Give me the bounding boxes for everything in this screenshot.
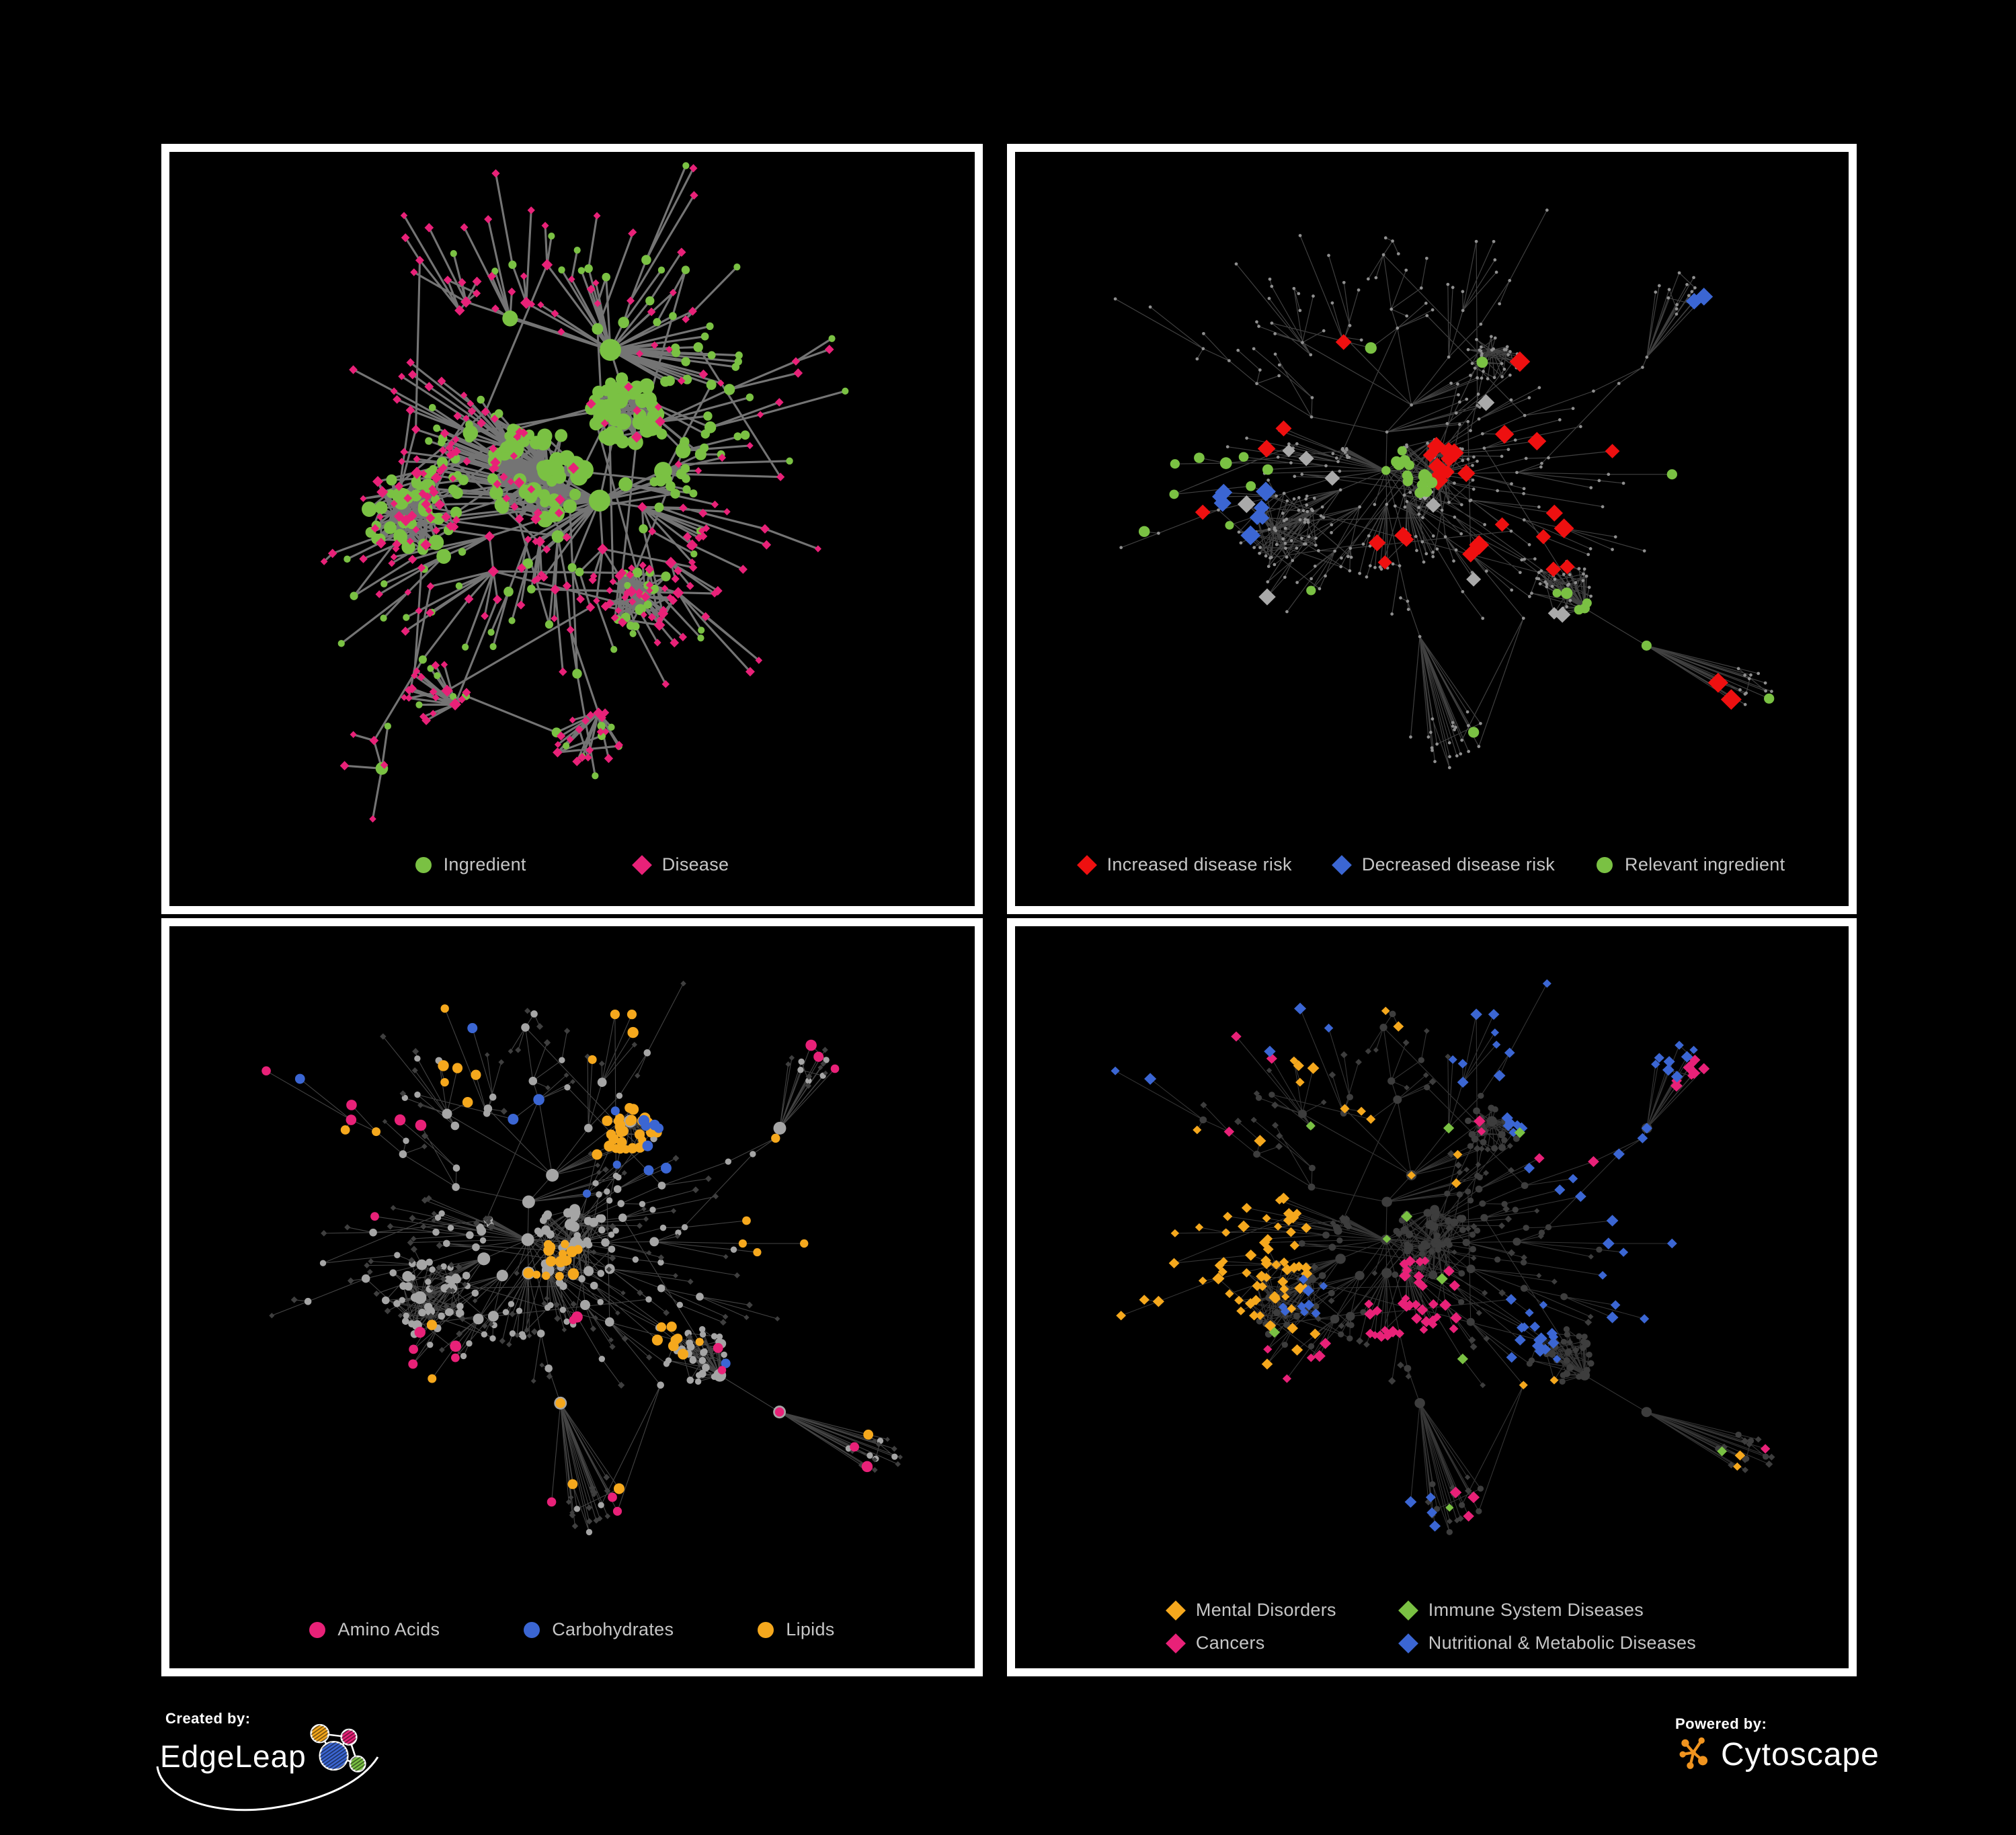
legend-item-immune-system-diseases: Immune System Diseases [1398, 1600, 1696, 1621]
legend-item-ingredient: Ingredient [415, 854, 526, 875]
diamond-marker-icon [631, 854, 652, 875]
disease-risk-network [1113, 208, 1775, 770]
legend-label: Decreased disease risk [1361, 854, 1556, 874]
legend-label: Amino Acids [337, 1619, 440, 1639]
created-by-label: Created by: [165, 1710, 251, 1727]
legend-label: Increased disease risk [1106, 854, 1292, 874]
edgeleap-wordmark: EdgeLeap [160, 1739, 307, 1774]
diamond-marker-icon [1165, 1633, 1186, 1654]
circle-marker-icon [524, 1621, 540, 1638]
legend-item-relevant-ingredient: Relevant ingredient [1597, 854, 1785, 875]
created-by-block: Created by: EdgeLeap [156, 1710, 469, 1818]
legend-label: Immune System Diseases [1428, 1600, 1644, 1620]
diamond-marker-icon [1398, 1600, 1418, 1621]
cytoscape-wordmark: Cytoscape [1721, 1736, 1880, 1772]
circle-marker-icon [415, 856, 432, 873]
legend-item-amino-acids: Amino Acids [309, 1619, 440, 1640]
edgeleap-logo-icon [310, 1723, 366, 1772]
legend-label: Relevant ingredient [1625, 854, 1785, 874]
legend-label: Ingredient [443, 854, 526, 874]
circle-marker-icon [309, 1621, 326, 1638]
legend-item-mental-disorders: Mental Disorders [1165, 1600, 1336, 1621]
legend-item-nutritional-metabolic-diseases: Nutritional & Metabolic Diseases [1398, 1633, 1697, 1654]
panel-ingredient-disease: Ingredient Disease [161, 144, 983, 914]
disease-risk-legend: Increased disease risk Decreased disease … [1015, 854, 1849, 875]
ingredient-disease-legend: Ingredient Disease [169, 854, 975, 875]
diamond-marker-icon [1331, 854, 1352, 875]
nutrient-classes-network [261, 980, 903, 1536]
disease-classes-network [1111, 979, 1775, 1535]
legend-item-carbohydrates: Carbohydrates [524, 1619, 674, 1640]
diamond-marker-icon [1398, 1633, 1418, 1654]
ingredient-disease-network [320, 162, 849, 823]
edgeleap-swoosh [156, 1756, 379, 1811]
legend-label: Carbohydrates [552, 1619, 674, 1639]
powered-by-label: Powered by: [1675, 1715, 1767, 1732]
panel-nutrient-classes: Amino Acids Carbohydrates Lipids [161, 918, 983, 1676]
panel-disease-classes: Mental Disorders Immune System Diseases Ca… [1007, 918, 1857, 1676]
legend-item-cancers: Cancers [1165, 1633, 1336, 1654]
legend-item-decreased-disease-risk: Decreased disease risk [1331, 854, 1556, 875]
powered-by-block: Powered by: Cytoscape [1675, 1715, 1880, 1773]
panel-disease-risk: Increased disease risk Decreased disease … [1007, 144, 1857, 914]
diamond-marker-icon [1165, 1600, 1186, 1621]
disease-classes-legend: Mental Disorders Immune System Diseases Ca… [1015, 1600, 1849, 1654]
legend-label: Disease [661, 854, 729, 874]
legend-label: Mental Disorders [1195, 1600, 1336, 1620]
legend-label: Cancers [1195, 1633, 1265, 1653]
circle-marker-icon [758, 1621, 774, 1638]
legend-label: Lipids [786, 1619, 835, 1639]
legend-item-lipids: Lipids [758, 1619, 834, 1640]
nutrient-classes-legend: Amino Acids Carbohydrates Lipids [169, 1619, 975, 1640]
legend-item-increased-disease-risk: Increased disease risk [1076, 854, 1292, 875]
diamond-marker-icon [1076, 854, 1097, 875]
legend-item-disease: Disease [631, 854, 729, 875]
cytoscape-logo-icon [1679, 1737, 1708, 1769]
legend-label: Nutritional & Metabolic Diseases [1428, 1633, 1697, 1653]
circle-marker-icon [1597, 856, 1613, 873]
